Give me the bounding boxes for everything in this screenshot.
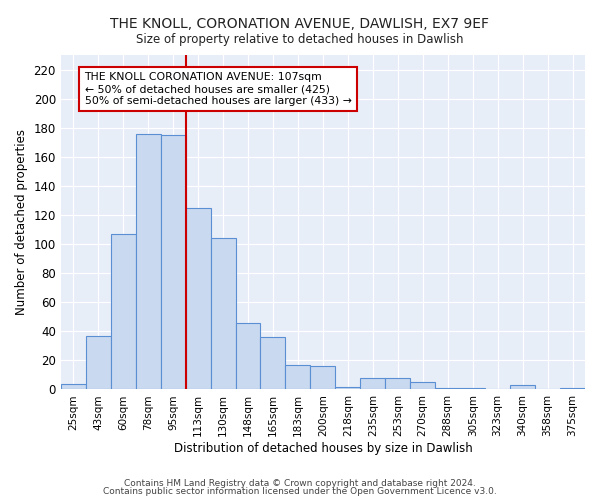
Bar: [211, 238, 236, 390]
Bar: [161, 135, 185, 390]
Y-axis label: Number of detached properties: Number of detached properties: [15, 129, 28, 315]
Bar: [286, 364, 310, 390]
Bar: [361, 378, 385, 390]
Bar: [510, 385, 535, 390]
Bar: [410, 382, 435, 390]
Bar: [560, 388, 585, 390]
Text: THE KNOLL CORONATION AVENUE: 107sqm
← 50% of detached houses are smaller (425)
5: THE KNOLL CORONATION AVENUE: 107sqm ← 50…: [85, 72, 352, 106]
Text: Contains public sector information licensed under the Open Government Licence v3: Contains public sector information licen…: [103, 487, 497, 496]
Bar: [86, 336, 111, 390]
Text: Size of property relative to detached houses in Dawlish: Size of property relative to detached ho…: [136, 32, 464, 46]
Bar: [335, 386, 361, 390]
Text: Contains HM Land Registry data © Crown copyright and database right 2024.: Contains HM Land Registry data © Crown c…: [124, 479, 476, 488]
Bar: [236, 322, 260, 390]
Bar: [61, 384, 86, 390]
Bar: [136, 134, 161, 390]
Text: THE KNOLL, CORONATION AVENUE, DAWLISH, EX7 9EF: THE KNOLL, CORONATION AVENUE, DAWLISH, E…: [110, 18, 490, 32]
Bar: [260, 337, 286, 390]
Bar: [111, 234, 136, 390]
Bar: [385, 378, 410, 390]
Bar: [435, 388, 460, 390]
Bar: [185, 208, 211, 390]
Bar: [310, 366, 335, 390]
Bar: [460, 388, 485, 390]
X-axis label: Distribution of detached houses by size in Dawlish: Distribution of detached houses by size …: [173, 442, 472, 455]
